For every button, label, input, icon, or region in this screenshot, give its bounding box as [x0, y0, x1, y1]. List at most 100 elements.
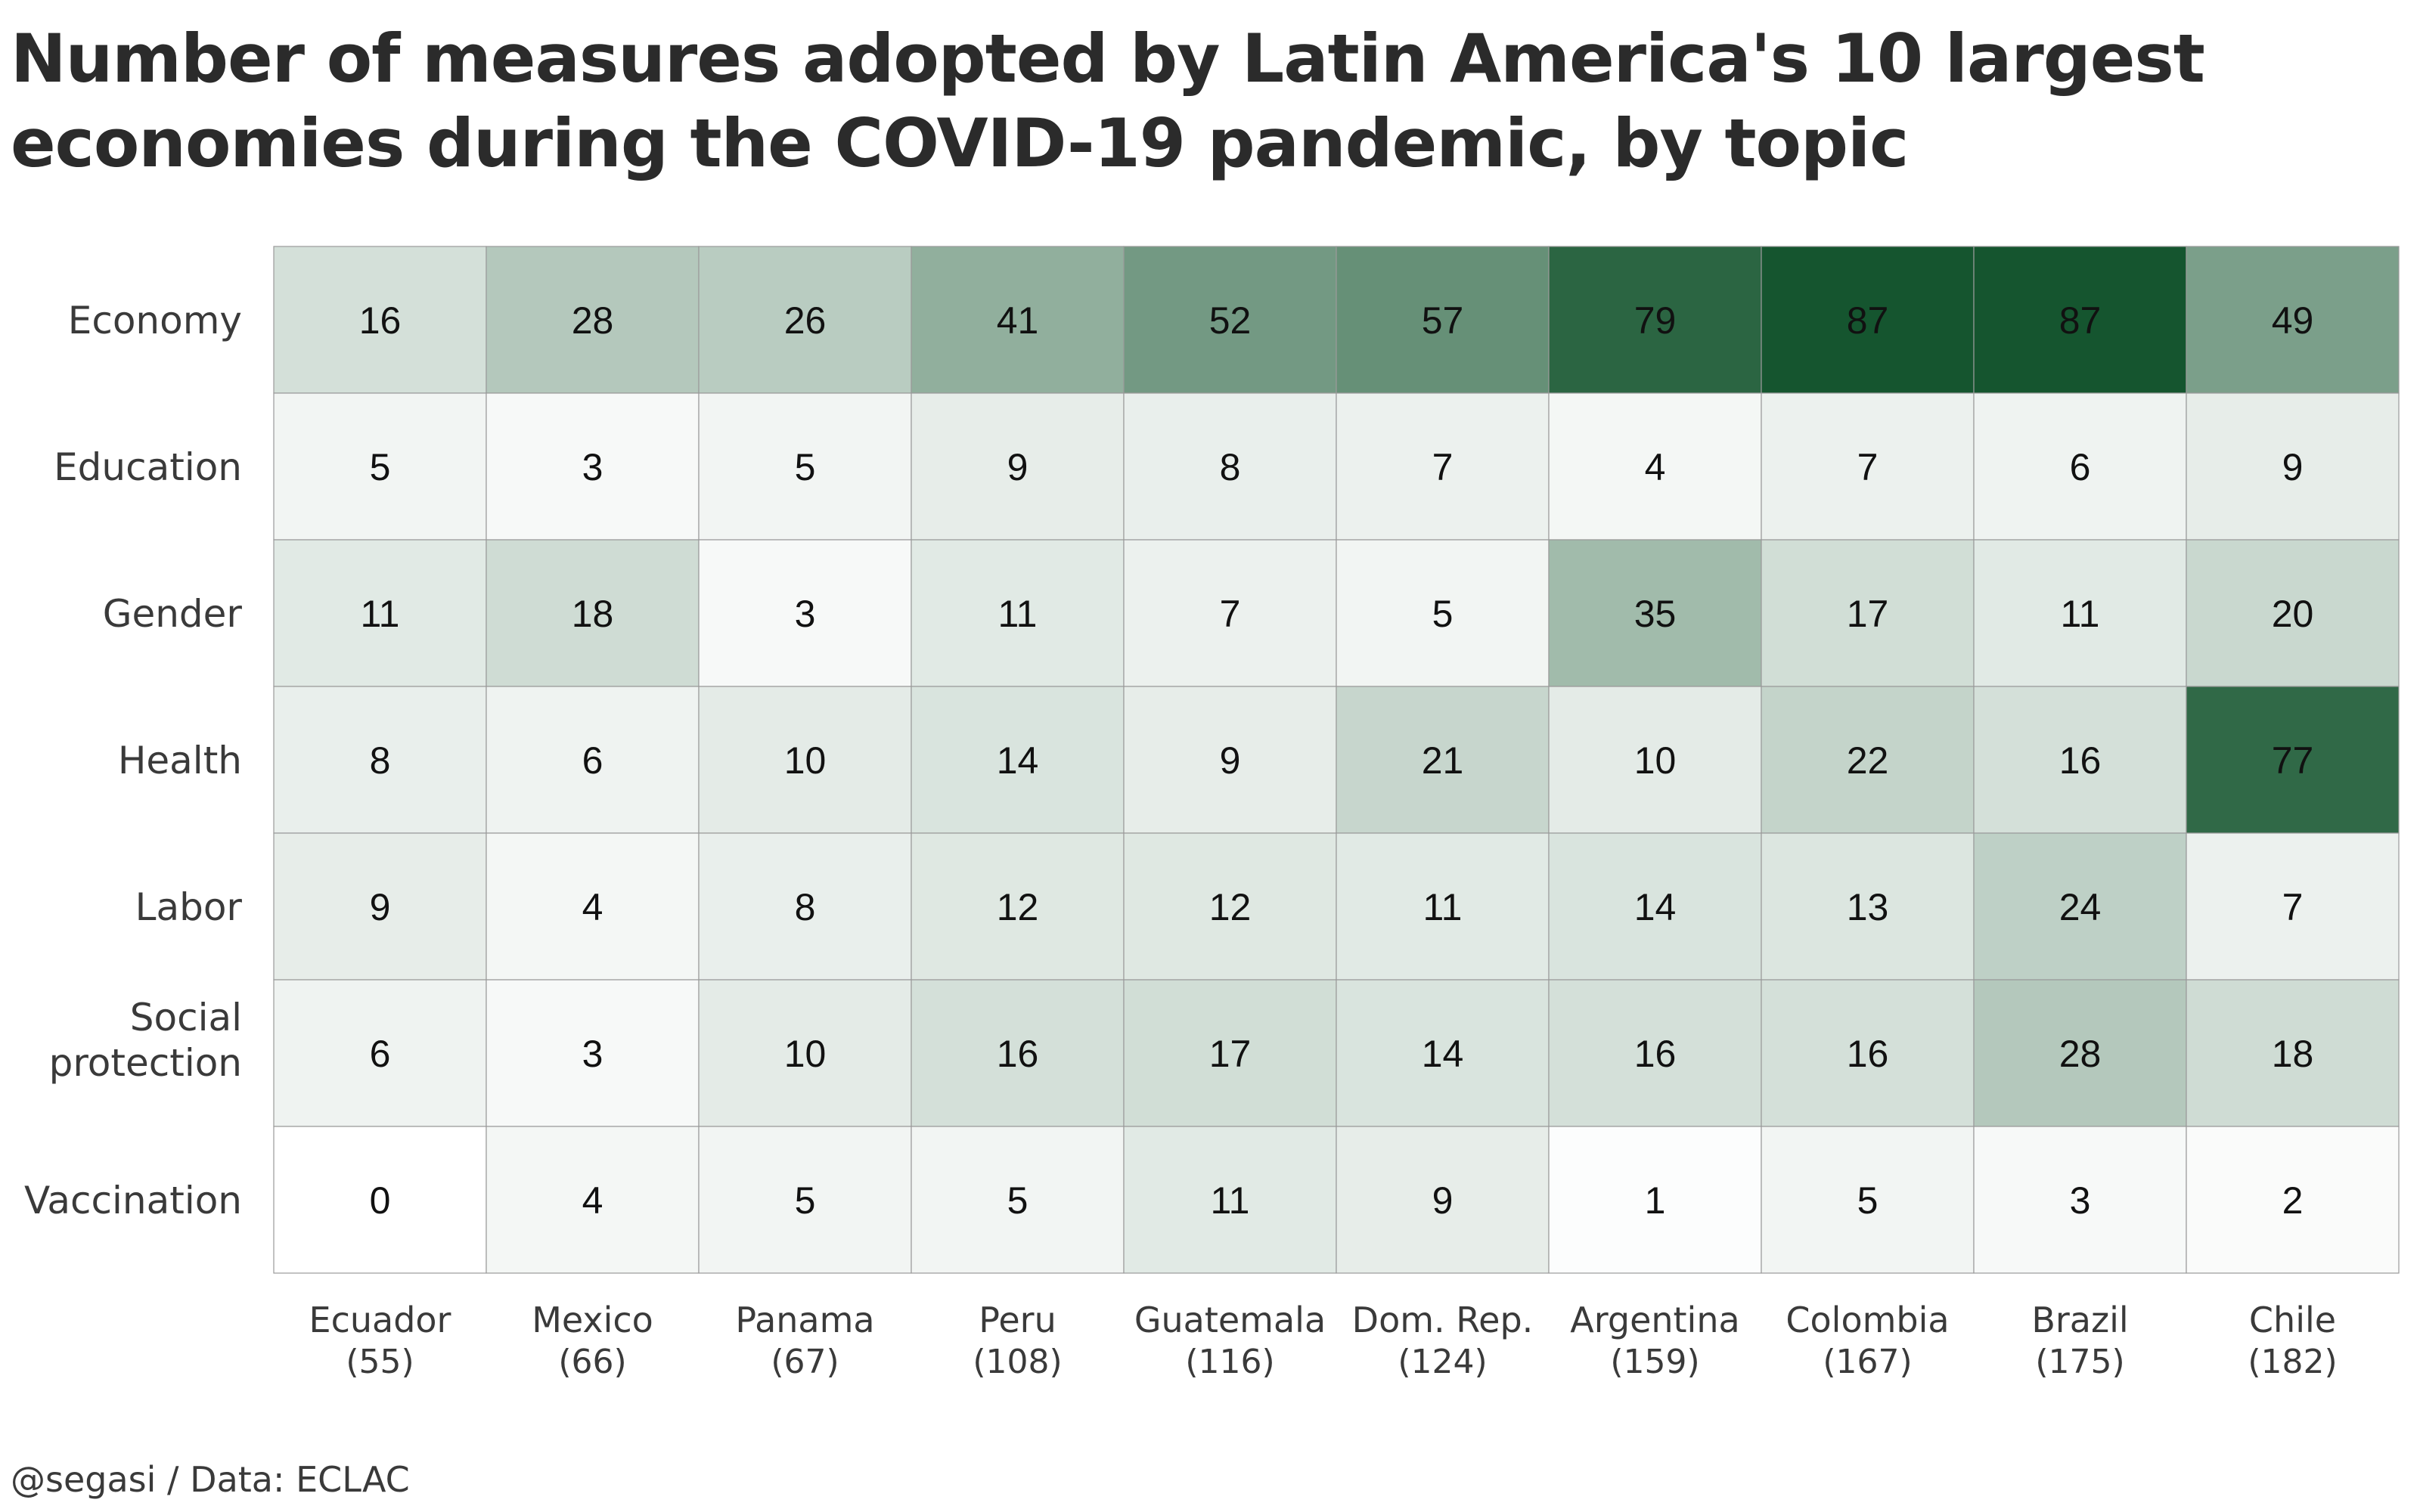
- cell-value-label: 6: [370, 1033, 391, 1075]
- cell-value-label: 8: [370, 739, 391, 782]
- chart-title-line-1: Number of measures adopted by Latin Amer…: [11, 20, 2205, 98]
- cell-value-label: 7: [1432, 446, 1454, 488]
- cell-value-label: 49: [2272, 299, 2314, 342]
- heatmap-cell: [2186, 539, 2400, 687]
- column-label: Brazil: [2031, 1300, 2128, 1340]
- cell-value-label: 7: [1857, 446, 1879, 488]
- heatmap-cell: [698, 832, 912, 981]
- heatmap-cell: [2186, 832, 2400, 981]
- heatmap-cell: [1761, 392, 1975, 541]
- heatmap-cell: [1973, 539, 2187, 687]
- cell-value-label: 7: [1220, 593, 1241, 635]
- row-label: Education: [54, 445, 242, 489]
- heatmap-cell: [2186, 1126, 2400, 1274]
- heatmap-cell: [1123, 539, 1337, 687]
- heatmap-cell: [698, 1126, 912, 1274]
- row-label: Health: [118, 739, 242, 782]
- heatmap-cell: [698, 539, 912, 687]
- cell-value-label: 9: [1220, 739, 1241, 782]
- cell-value-label: 3: [582, 1033, 603, 1075]
- heatmap-cell: [1548, 832, 1762, 981]
- cell-value-label: 5: [370, 446, 391, 488]
- heatmap-cell: [1336, 832, 1550, 981]
- heatmap-cell: [1973, 392, 2187, 541]
- heatmap-cell: [1761, 979, 1975, 1127]
- cell-value-label: 4: [1645, 446, 1666, 488]
- cell-value-label: 6: [582, 739, 603, 782]
- cell-value-label: 13: [1847, 886, 1889, 928]
- cell-value-label: 9: [1432, 1179, 1454, 1222]
- cell-value-label: 14: [997, 739, 1039, 782]
- heatmap-cell: [273, 686, 487, 834]
- cell-value-label: 6: [2070, 446, 2091, 488]
- row-label: Social protection: [49, 996, 242, 1085]
- heatmap-cell: [698, 686, 912, 834]
- column-total-label: (66): [558, 1343, 626, 1381]
- cell-value-label: 16: [997, 1033, 1039, 1075]
- chart-title-line-2: economies during the COVID-19 pandemic, …: [11, 104, 1909, 182]
- heatmap-cell: [911, 1126, 1125, 1274]
- heatmap-cell: [1123, 686, 1337, 834]
- heatmap-cell: [1548, 686, 1762, 834]
- column-total-label: (182): [2248, 1343, 2337, 1381]
- column-total-label: (175): [2035, 1343, 2124, 1381]
- cell-value-label: 10: [1634, 739, 1677, 782]
- heatmap-cell: [273, 392, 487, 541]
- heatmap-cell: [1973, 1126, 2187, 1274]
- cell-value-label: 17: [1209, 1033, 1252, 1075]
- cell-value-label: 11: [998, 593, 1038, 635]
- cell-value-label: 2: [2282, 1179, 2304, 1222]
- heatmap-cell: [2186, 392, 2400, 541]
- row-label: Gender: [103, 592, 243, 636]
- heatmap-cell: [1123, 979, 1337, 1127]
- chart-title: Number of measures adopted by Latin Amer…: [11, 17, 2393, 186]
- cell-value-label: 18: [572, 593, 614, 635]
- cell-value-label: 7: [2282, 886, 2304, 928]
- heatmap-cell: [1973, 832, 2187, 981]
- cell-value-label: 87: [2059, 299, 2102, 342]
- cell-value-label: 12: [1209, 886, 1252, 928]
- column-label: Peru: [979, 1300, 1056, 1340]
- cell-value-label: 11: [1211, 1179, 1250, 1222]
- cell-value-label: 21: [1422, 739, 1464, 782]
- cell-value-label: 9: [1007, 446, 1028, 488]
- heatmap-cell: [1123, 832, 1337, 981]
- cell-value-label: 5: [795, 446, 816, 488]
- cell-value-label: 5: [1432, 593, 1454, 635]
- heatmap-cell: [1548, 979, 1762, 1127]
- heatmap-cell: [1973, 686, 2187, 834]
- heatmap-cell: [1123, 1126, 1337, 1274]
- heatmap-cell: [698, 246, 912, 394]
- cell-value-label: 18: [2272, 1033, 2314, 1075]
- heatmap-cell: [486, 686, 700, 834]
- cell-value-label: 20: [2272, 593, 2314, 635]
- column-total-label: (67): [771, 1343, 839, 1381]
- row-label: Vaccination: [24, 1179, 242, 1222]
- heatmap-cell: [911, 539, 1125, 687]
- heatmap-cell: [486, 539, 700, 687]
- cell-value-label: 16: [1634, 1033, 1677, 1075]
- heatmap-cell: [1336, 686, 1550, 834]
- heatmap-cell: [486, 979, 700, 1127]
- heatmap-cell: [911, 246, 1125, 394]
- cell-value-label: 10: [784, 1033, 827, 1075]
- heatmap-cell: [1123, 246, 1337, 394]
- column-label: Dom. Rep.: [1352, 1300, 1534, 1340]
- heatmap-cell: [911, 392, 1125, 541]
- row-label: Economy: [68, 299, 242, 342]
- cell-value-label: 12: [997, 886, 1039, 928]
- heatmap-cell: [486, 832, 700, 981]
- cell-value-label: 77: [2272, 739, 2314, 782]
- cell-value-label: 5: [1007, 1179, 1028, 1222]
- heatmap-cell: [2186, 246, 2400, 394]
- cell-value-label: 35: [1634, 593, 1677, 635]
- heatmap-cell: [273, 246, 487, 394]
- cell-value-label: 8: [1220, 446, 1241, 488]
- cell-value-label: 17: [1847, 593, 1889, 635]
- cell-value-label: 10: [784, 739, 827, 782]
- heatmap-cell: [911, 686, 1125, 834]
- heatmap-cell: [486, 392, 700, 541]
- column-label: Argentina: [1570, 1300, 1739, 1340]
- cell-value-label: 16: [2059, 739, 2102, 782]
